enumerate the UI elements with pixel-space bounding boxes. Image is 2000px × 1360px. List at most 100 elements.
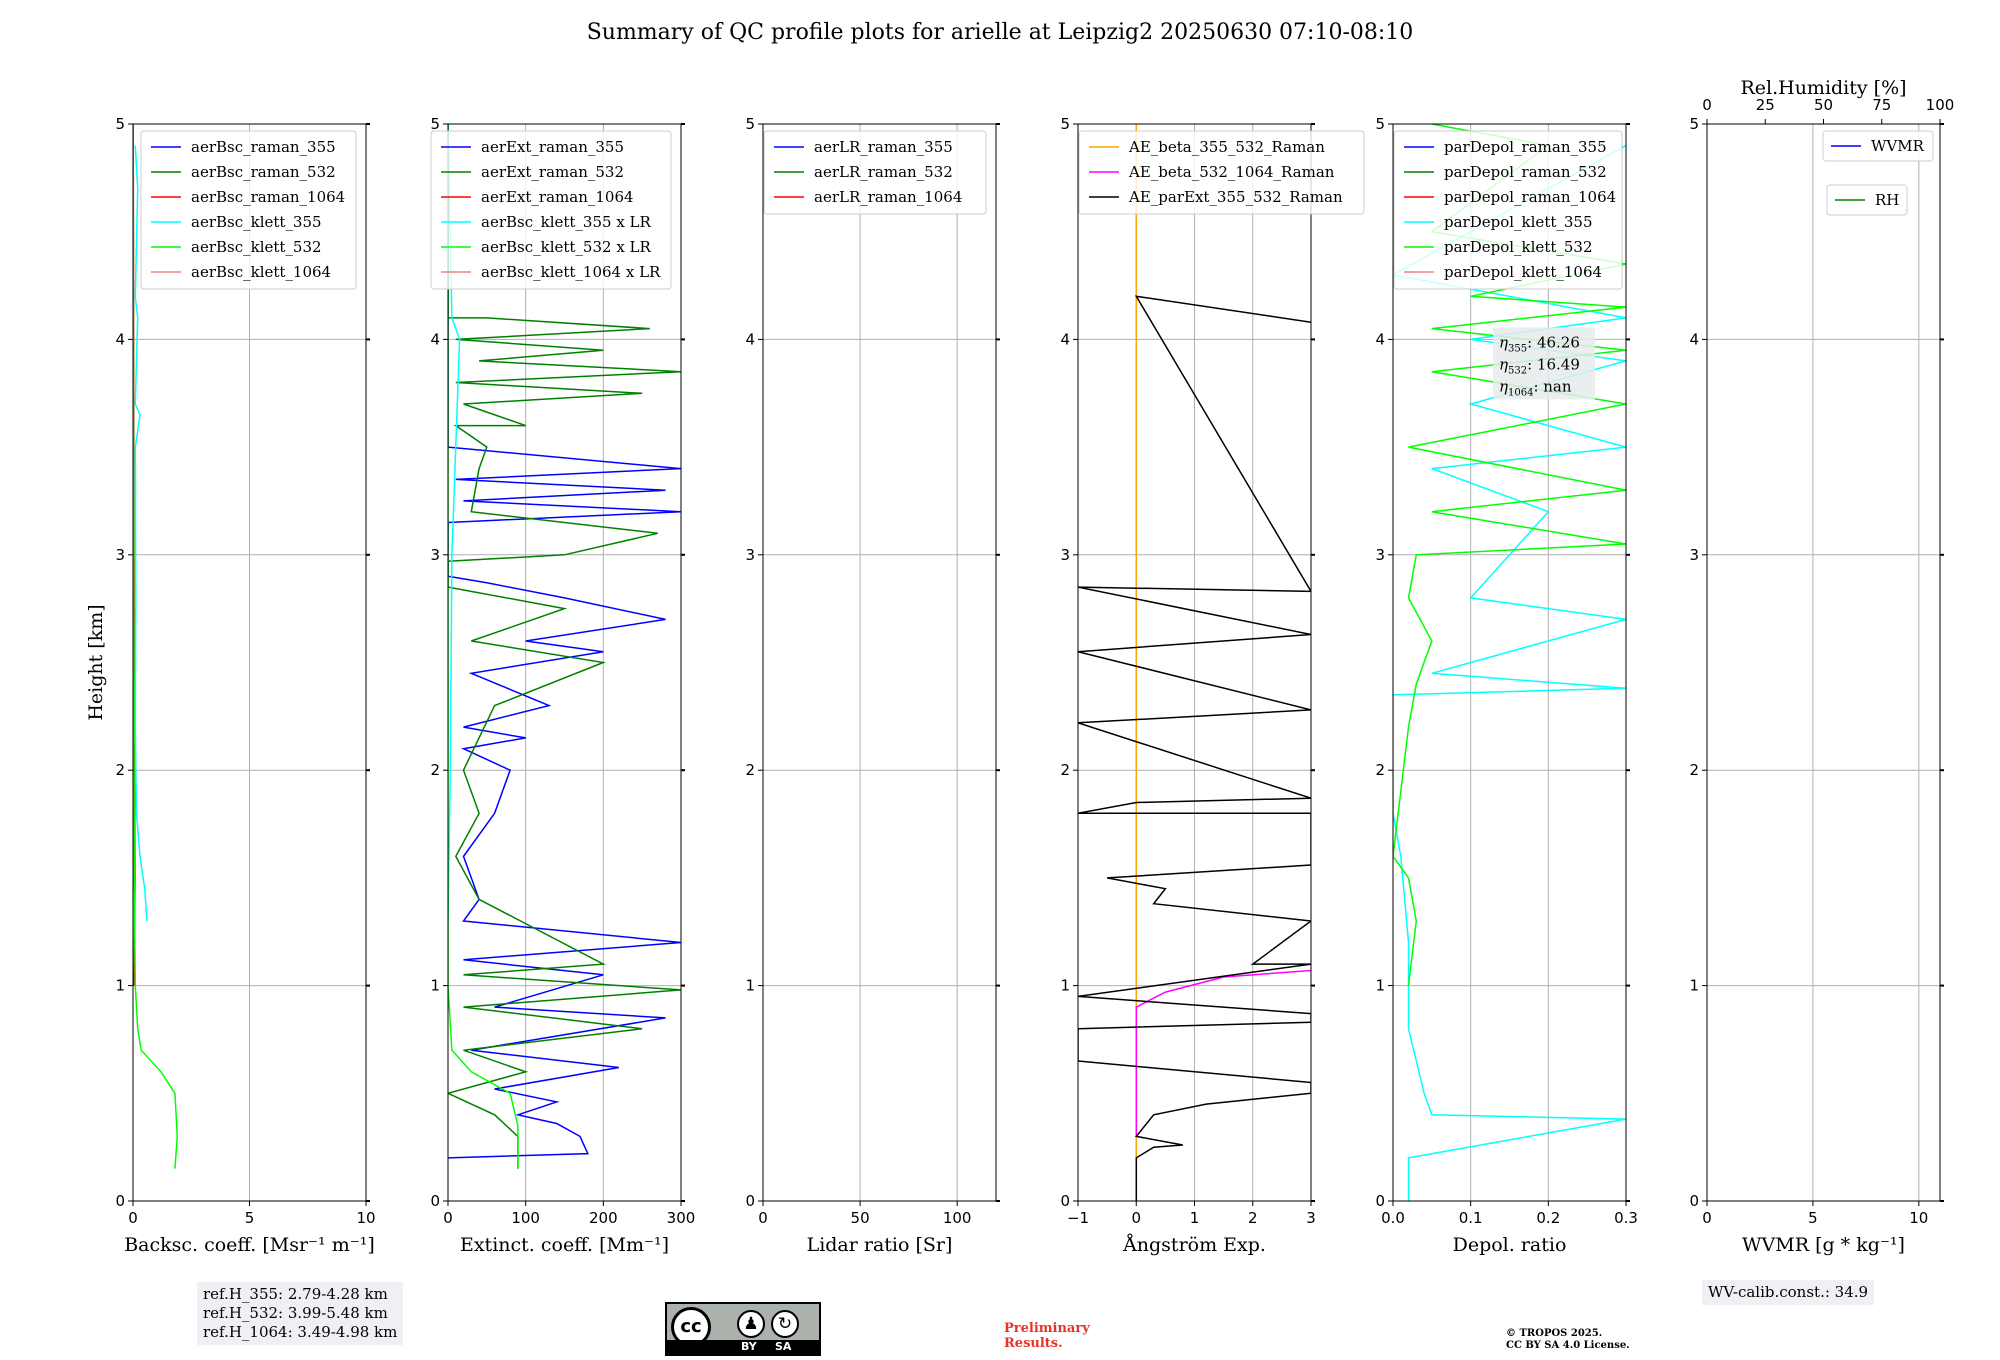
y-tick-label: 1 [745,977,755,995]
axes-frame [447,123,682,1202]
legend-item-label: aerBsc_raman_1064 [191,188,345,206]
x-tick-label: 300 [667,1209,696,1227]
y-tick-label: 2 [1689,761,1699,779]
wv-calib-const: WV-calib.const.: 34.9 [1708,1283,1869,1301]
x-tick-label: 0.3 [1614,1209,1638,1227]
x-tick-label: 3 [1306,1209,1316,1227]
copyright-note: © TROPOS 2025. CC BY SA 4.0 License. [1506,1328,1630,1352]
legend-item-label: parDepol_raman_1064 [1444,188,1616,206]
cc-sa-label: SA [775,1340,792,1353]
axes-frame [1706,123,1941,1202]
y-tick-label: 2 [430,761,440,779]
legend-box [1393,130,1623,290]
legend-item-label: parDepol_klett_532 [1444,238,1593,256]
ref-height-532: ref.H_532: 3.99-5.48 km [203,1304,388,1322]
legend-box [1078,130,1365,215]
legend-extinction: aerExt_raman_355 aerExt_raman_532 aerExt_r… [430,130,672,290]
axes-frame [1392,123,1627,1202]
legend-angstrom: AE_beta_355_532_Raman AE_beta_532_1064_Ra… [1078,130,1365,215]
x-tick-label: 50 [851,1209,870,1227]
x2-axis-label: Rel.Humidity [%] [1740,77,1906,99]
cc-license-badge: cc ♟ ↻ BY SA [665,1302,821,1356]
panel-backscatter: 0 5 10 0 1 2 3 4 5 Backsc. coeff. [Msr⁻¹ m⁻¹] Heig… [85,115,376,1256]
cc-by-label: BY [741,1340,757,1353]
wv-calibration-box: WV-calib.const.: 34.9 [1702,1280,1875,1305]
copyright-line-2: CC BY SA 4.0 License. [1506,1340,1630,1351]
y-tick-label: 4 [115,330,125,348]
x-axis-label: Extinct. coeff. [Mm⁻¹] [460,1234,669,1256]
y-tick-label: 1 [1689,977,1699,995]
x-tick-label: 10 [1909,1209,1928,1227]
y-tick-label: 5 [1689,115,1699,133]
x-tick-label: 100 [511,1209,540,1227]
x-tick-label: 0 [1702,1209,1712,1227]
x-tick-label: 10 [356,1209,375,1227]
y-tick-label: 5 [1375,115,1385,133]
legend-box [430,130,672,290]
y-tick-label: 0 [430,1192,440,1210]
series-line-aerExt_raman_355 [448,124,681,1159]
x-tick-label: 1 [1190,1209,1200,1227]
y-tick-label: 1 [1060,977,1070,995]
y-tick-label: 3 [745,546,755,564]
preliminary-line-2: Results. [1004,1336,1063,1351]
y-tick-label: 1 [430,977,440,995]
x-tick-label: −1 [1067,1209,1089,1227]
legend-item-label: AE_parExt_355_532_Raman [1128,188,1343,206]
attribution-person-icon: ♟ [737,1310,765,1338]
copyright-line-1: © TROPOS 2025. [1506,1328,1603,1339]
x-tick-label: 0 [443,1209,453,1227]
y-tick-label: 3 [115,546,125,564]
x-axis-label: Backsc. coeff. [Msr⁻¹ m⁻¹] [124,1234,375,1256]
y-tick-label: 0 [115,1192,125,1210]
preliminary-results-note: Preliminary Results. [1004,1321,1090,1351]
preliminary-line-1: Preliminary [1004,1321,1090,1336]
legend-item-label: aerBsc_raman_532 [191,163,336,181]
x-tick-label: 5 [1808,1209,1818,1227]
legend-item-label: aerBsc_klett_1064 x LR [481,263,661,281]
legend-item-label: AE_beta_532_1064_Raman [1128,163,1335,181]
x-tick-label: 0 [1131,1209,1141,1227]
legend-item-label: aerBsc_klett_532 x LR [481,238,652,256]
legend-box [140,130,357,290]
legend-depolarization: parDepol_raman_355 parDepol_raman_532 parD… [1393,130,1623,290]
x-tick-label: 5 [245,1209,255,1227]
y-tick-label: 4 [1060,330,1070,348]
y-tick-label: 3 [430,546,440,564]
y-axis-label: Height [km] [85,604,107,720]
y-tick-label: 0 [1375,1192,1385,1210]
legend-item-label: aerBsc_klett_355 [191,213,322,231]
x2-tick-label: 75 [1872,96,1891,114]
legend-item-label: aerBsc_klett_1064 [191,263,331,281]
legend-box [1822,130,1934,162]
x2-tick-label: 50 [1814,96,1833,114]
series-line-AE_beta_532_1064_Raman [1135,969,1311,1137]
legend-item-label: RH [1875,191,1899,209]
legend-water-vapor: WVMR RH [1822,130,1934,216]
legend-item-label: aerBsc_raman_355 [191,138,336,156]
legend-item-label: aerExt_raman_1064 [481,188,634,206]
reference-heights-box: ref.H_355: 2.79-4.28 km ref.H_532: 3.99-… [197,1282,404,1345]
x-tick-label: 0.1 [1459,1209,1483,1227]
legend-item-label: aerLR_raman_1064 [814,188,962,206]
legend-box [763,130,987,215]
y-tick-label: 0 [745,1192,755,1210]
eta-annotation-line: η532: 16.49 [1499,355,1580,376]
y-tick-label: 5 [115,115,125,133]
y-tick-label: 4 [745,330,755,348]
panel-depolarization: 0.0 0.1 0.2 0.3 0 1 2 3 4 5 Depol. ratio parDepol_r… [1375,115,1637,1256]
panel-lidar-ratio: 0 50 100 0 1 2 3 4 5 Lidar ratio [Sr] aerLR_raman_… [745,115,1000,1256]
legend-item-label: aerExt_raman_355 [481,138,624,156]
x-tick-label: 100 [943,1209,972,1227]
y-tick-label: 5 [745,115,755,133]
x-axis-label: Depol. ratio [1453,1234,1567,1256]
legend-item-label: parDepol_raman_532 [1444,163,1607,181]
legend-item-label: AE_beta_355_532_Raman [1128,138,1325,156]
y-tick-label: 3 [1375,546,1385,564]
x-axis-label: WVMR [g * kg⁻¹] [1742,1234,1905,1256]
y-tick-label: 2 [1060,761,1070,779]
legend-backscatter: aerBsc_raman_355 aerBsc_raman_532 aerBsc_r… [140,130,357,290]
eta-annotation-box [1493,327,1595,400]
y-tick-label: 3 [1689,546,1699,564]
